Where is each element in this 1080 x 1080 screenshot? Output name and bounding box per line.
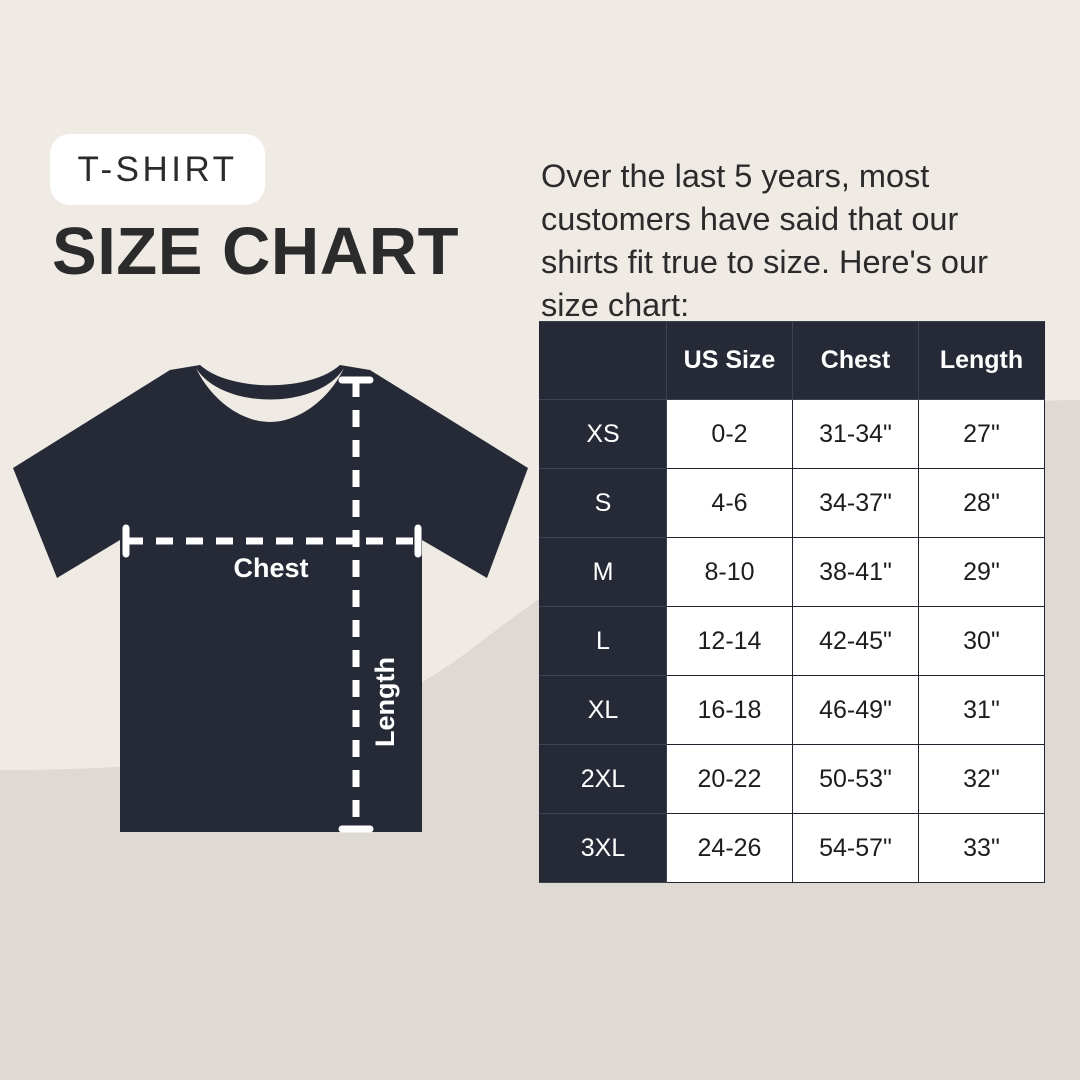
column-header-size (539, 321, 667, 400)
cell-size: XL (539, 675, 667, 745)
cell-chest: 50-53" (792, 744, 919, 814)
cell-chest: 46-49" (792, 675, 919, 745)
column-header-length: Length (918, 321, 1045, 400)
cell-us-size: 0-2 (666, 399, 793, 469)
left-panel: T-SHIRT SIZE CHART Chest Length (13, 134, 528, 833)
tshirt-illustration: Chest Length (13, 365, 528, 833)
size-chart-table: US Size Chest Length XS 0-2 31-34" 27" S… (539, 321, 1045, 883)
cell-length: 30" (918, 606, 1045, 676)
cell-size: XS (539, 399, 667, 469)
tshirt-collar (196, 368, 344, 422)
cell-length: 29" (918, 537, 1045, 607)
page-title: SIZE CHART (52, 214, 459, 289)
cell-length: 27" (918, 399, 1045, 469)
cell-chest: 42-45" (792, 606, 919, 676)
right-panel: Over the last 5 years, most customers ha… (539, 0, 1080, 1080)
cell-us-size: 12-14 (666, 606, 793, 676)
table-row: 3XL 24-26 54-57" 33" (539, 813, 1045, 883)
intro-paragraph: Over the last 5 years, most customers ha… (541, 157, 988, 323)
table-row: XL 16-18 46-49" 31" (539, 675, 1045, 745)
chest-measure-guide (122, 524, 422, 558)
column-header-us-size: US Size (666, 321, 793, 400)
table-row: XS 0-2 31-34" 27" (539, 399, 1045, 469)
cell-us-size: 20-22 (666, 744, 793, 814)
cell-length: 31" (918, 675, 1045, 745)
cell-us-size: 16-18 (666, 675, 793, 745)
cell-size: 2XL (539, 744, 667, 814)
tshirt-silhouette (13, 365, 528, 832)
cell-us-size: 8-10 (666, 537, 793, 607)
table-row: M 8-10 38-41" 29" (539, 537, 1045, 607)
category-badge: T-SHIRT (50, 134, 265, 205)
category-badge-label: T-SHIRT (77, 150, 238, 189)
chest-label: Chest (233, 553, 308, 583)
cell-size: 3XL (539, 813, 667, 883)
cell-chest: 38-41" (792, 537, 919, 607)
table-row: 2XL 20-22 50-53" 32" (539, 744, 1045, 814)
column-header-chest: Chest (792, 321, 919, 400)
cell-us-size: 24-26 (666, 813, 793, 883)
cell-chest: 31-34" (792, 399, 919, 469)
table-row: S 4-6 34-37" 28" (539, 468, 1045, 538)
cell-size: M (539, 537, 667, 607)
cell-length: 28" (918, 468, 1045, 538)
cell-length: 32" (918, 744, 1045, 814)
length-measure-guide (338, 376, 374, 833)
cell-size: S (539, 468, 667, 538)
table-row: L 12-14 42-45" 30" (539, 606, 1045, 676)
cell-chest: 54-57" (792, 813, 919, 883)
size-chart-table-container: US Size Chest Length XS 0-2 31-34" 27" S… (539, 321, 1045, 883)
cell-chest: 34-37" (792, 468, 919, 538)
length-label: Length (370, 657, 400, 747)
cell-size: L (539, 606, 667, 676)
table-header-row: US Size Chest Length (539, 321, 1045, 400)
cell-length: 33" (918, 813, 1045, 883)
cell-us-size: 4-6 (666, 468, 793, 538)
